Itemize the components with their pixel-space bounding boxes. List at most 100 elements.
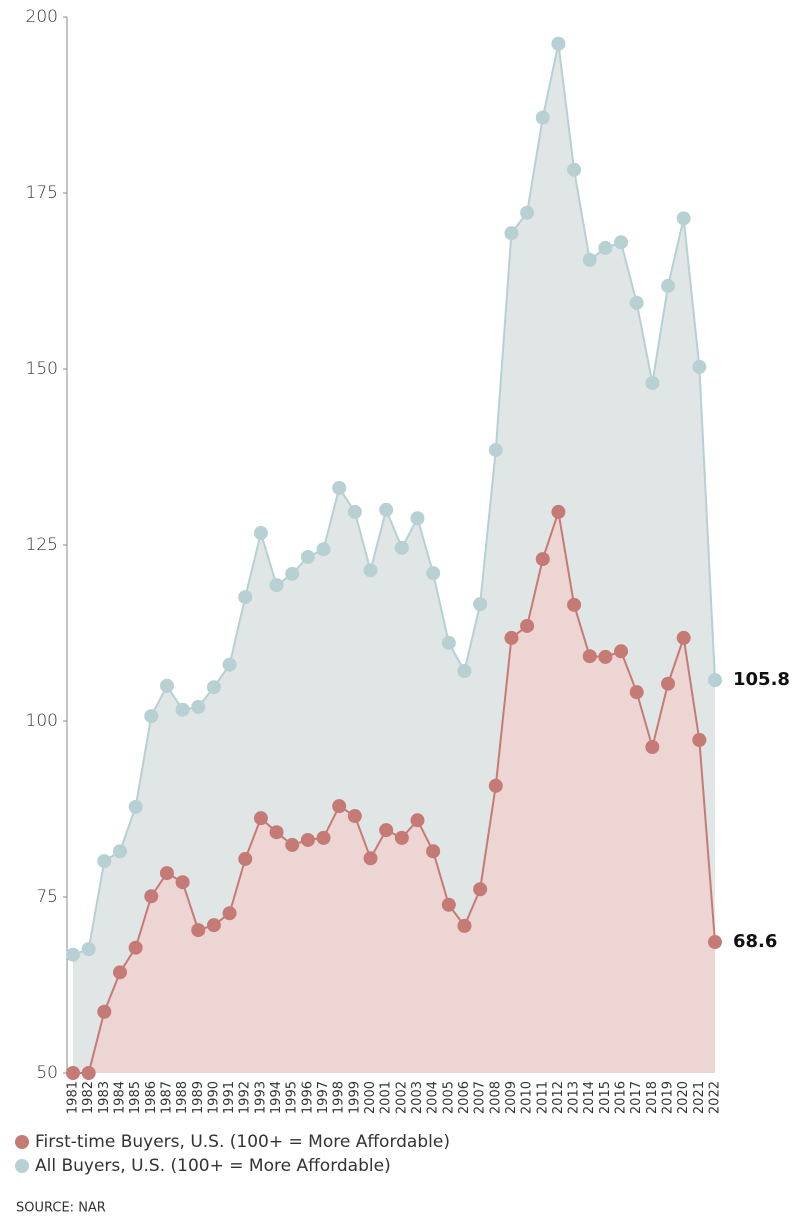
marker [394, 830, 409, 845]
x-tick-label: 1990 [206, 1081, 221, 1114]
marker [112, 844, 127, 859]
marker [347, 809, 362, 824]
marker [191, 699, 206, 714]
x-tick-label: 2012 [551, 1081, 566, 1114]
marker [128, 940, 143, 955]
marker [269, 825, 284, 840]
marker [598, 649, 613, 664]
marker [676, 211, 691, 226]
x-tick-label: 2016 [614, 1081, 629, 1114]
source: SOURCE: NAR [16, 1201, 106, 1216]
marker [629, 685, 644, 700]
marker [238, 590, 253, 605]
marker [410, 813, 425, 828]
marker [81, 942, 96, 957]
marker [394, 540, 409, 555]
marker [222, 657, 237, 672]
marker [222, 906, 237, 921]
x-tick-label: 1992 [238, 1081, 253, 1114]
y-tick-label: 75 [36, 887, 58, 907]
x-tick-label: 1991 [222, 1081, 237, 1114]
marker [97, 1004, 112, 1019]
marker [175, 702, 190, 717]
x-tick-label: 2011 [535, 1081, 550, 1114]
marker [629, 295, 644, 310]
marker [708, 673, 722, 688]
x-tick-label: 1987 [159, 1081, 174, 1114]
marker [473, 882, 488, 897]
x-tick-label: 2006 [457, 1081, 472, 1114]
x-tick-label: 2020 [676, 1081, 691, 1114]
x-tick-label: 1986 [144, 1081, 159, 1114]
marker [551, 504, 566, 519]
marker [488, 778, 503, 793]
x-tick-label: 2003 [410, 1081, 425, 1114]
marker [175, 875, 190, 890]
marker [316, 542, 331, 557]
marker [614, 644, 629, 659]
x-tick-label: 1993 [253, 1081, 268, 1114]
x-tick-label: 1994 [269, 1081, 284, 1114]
legend-label: First-time Buyers, U.S. (100+ = More Aff… [35, 1132, 450, 1152]
marker [645, 376, 660, 391]
x-tick-label: 1997 [316, 1081, 331, 1114]
y-tick-label: 125 [26, 535, 58, 555]
x-tick-label: 2013 [567, 1081, 582, 1114]
x-tick-label: 1996 [300, 1081, 315, 1114]
marker [363, 563, 378, 578]
marker [206, 918, 221, 933]
x-tick-label: 2021 [692, 1081, 707, 1114]
marker [473, 597, 488, 612]
x-tick-label: 1984 [112, 1081, 127, 1114]
marker [520, 618, 535, 633]
marker [488, 442, 503, 457]
marker [285, 566, 300, 581]
x-tick-label: 2019 [661, 1081, 676, 1114]
marker [66, 947, 80, 962]
marker [128, 799, 143, 814]
marker [332, 799, 347, 814]
x-tick-label: 2007 [473, 1081, 488, 1114]
marker [238, 851, 253, 866]
x-tick-label: 1982 [81, 1081, 96, 1114]
x-tick-label: 2001 [379, 1081, 394, 1114]
marker [676, 630, 691, 645]
marker [661, 278, 676, 293]
x-tick-label: 1998 [332, 1081, 347, 1114]
marker [426, 844, 441, 859]
marker [520, 205, 535, 220]
marker [441, 635, 456, 650]
marker [661, 676, 676, 691]
x-tick-label: 1985 [128, 1081, 143, 1114]
marker [316, 830, 331, 845]
marker [97, 854, 112, 869]
legend-label: All Buyers, U.S. (100+ = More Affordable… [35, 1156, 391, 1176]
x-tick-label: 1989 [191, 1081, 206, 1114]
y-tick-label: 150 [26, 359, 58, 379]
y-tick-label: 100 [26, 711, 58, 731]
marker [81, 1066, 96, 1080]
marker [582, 252, 597, 267]
x-tick-label: 2014 [582, 1081, 597, 1114]
y-tick-label: 200 [26, 7, 58, 27]
x-tick-label: 1988 [175, 1081, 190, 1114]
x-tick-label: 1995 [285, 1081, 300, 1114]
marker [112, 965, 127, 980]
legend-marker [15, 1159, 29, 1173]
legend-marker [15, 1135, 29, 1149]
x-tick-label: 2004 [426, 1081, 441, 1114]
marker [441, 897, 456, 912]
marker [535, 552, 550, 567]
marker [504, 630, 519, 645]
marker [363, 851, 378, 866]
marker [692, 733, 707, 748]
marker [332, 480, 347, 495]
x-tick-label: 2005 [441, 1081, 456, 1114]
marker [253, 526, 268, 541]
x-tick-label: 2022 [708, 1081, 723, 1114]
marker [567, 162, 582, 177]
marker [379, 502, 394, 517]
x-tick-label: 2018 [645, 1081, 660, 1114]
marker [66, 1066, 80, 1080]
marker [159, 866, 174, 881]
